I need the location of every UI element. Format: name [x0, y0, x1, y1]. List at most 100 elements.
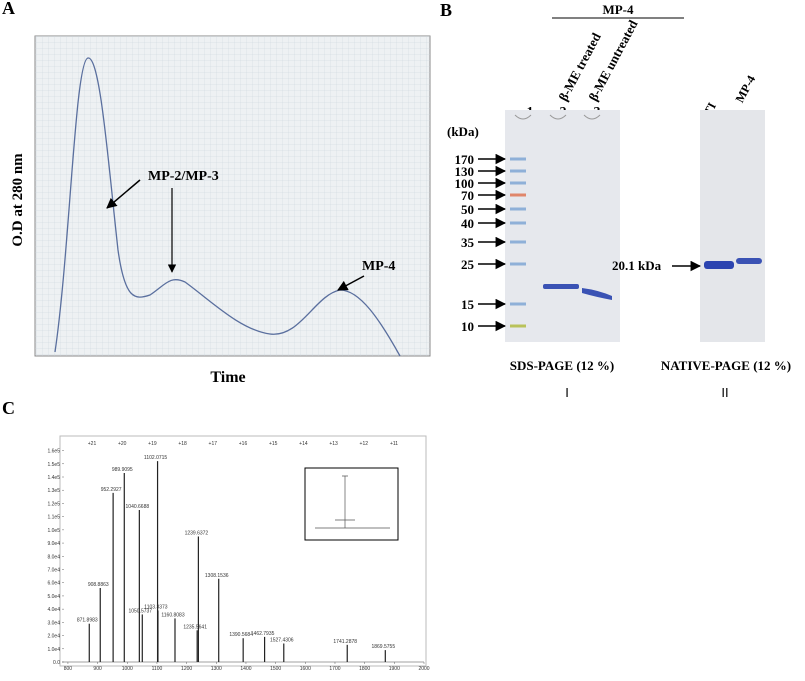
- x-tick-label: 1600: [300, 666, 311, 672]
- y-tick-label: 1.6e5: [47, 449, 60, 455]
- charge-label: +11: [390, 441, 398, 447]
- charge-label: +18: [178, 441, 187, 447]
- peak-label: 1040.6688: [126, 504, 150, 510]
- marker-label: 70: [461, 188, 474, 203]
- arrow: [106, 179, 141, 209]
- y-tick-label: 7.0e4: [47, 568, 60, 574]
- peak-label: MP-2/MP-3: [148, 169, 219, 184]
- protein-band: [543, 284, 579, 289]
- x-tick-label: 1400: [240, 666, 251, 672]
- x-tick-label: 1000: [122, 666, 133, 672]
- inset-trace: [315, 475, 390, 529]
- roman-label: II: [721, 385, 728, 400]
- y-tick-label: 1.5e5: [47, 462, 60, 468]
- x-tick-label: 1900: [389, 666, 400, 672]
- peak-label: 1462.7935: [251, 631, 275, 637]
- charge-label: +12: [360, 441, 369, 447]
- charge-label: +13: [329, 441, 338, 447]
- native-gel: [700, 110, 765, 342]
- panel-letter: C: [2, 398, 15, 418]
- marker-label: 130: [455, 164, 475, 179]
- charge-label: +19: [148, 441, 157, 447]
- peak-label: 1741.2878: [333, 639, 357, 645]
- charge-label: +14: [299, 441, 308, 447]
- ladder-band: [510, 169, 526, 173]
- marker-label: 15: [461, 297, 475, 312]
- x-tick-label: 1300: [211, 666, 222, 672]
- y-tick-label: 1.3e5: [47, 488, 60, 494]
- y-tick-label: 8.0e4: [47, 554, 60, 560]
- x-tick-label: 1700: [329, 666, 340, 672]
- peak-label: 1390.5684: [229, 632, 253, 638]
- charge-label: +21: [88, 441, 97, 447]
- group-label: MP-4: [602, 2, 634, 17]
- peak-label: 952.2927: [101, 487, 122, 493]
- protein-band: [736, 258, 762, 264]
- charge-label: +16: [239, 441, 248, 447]
- x-tick-label: 1200: [181, 666, 192, 672]
- ladder-band: [510, 181, 526, 185]
- lane-title: β-ME untreated: [585, 17, 641, 104]
- ladder-band: [510, 207, 526, 211]
- ladder-band: [510, 157, 526, 161]
- protein-band: [704, 261, 734, 269]
- x-tick-label: 1800: [359, 666, 370, 672]
- y-tick-label: 1.4e5: [47, 475, 60, 481]
- y-tick-label: 3.0e4: [47, 620, 60, 626]
- marker-label: 10: [461, 319, 474, 334]
- x-axis-label: Time: [210, 369, 245, 386]
- peak-label: 1160.8083: [161, 612, 184, 618]
- inset: [304, 467, 399, 541]
- charge-label: +15: [269, 441, 278, 447]
- roman-label: I: [565, 385, 569, 400]
- y-tick-label: 9.0e4: [47, 541, 60, 547]
- chromatogram-trace: [54, 57, 401, 357]
- ladder-band: [510, 221, 526, 225]
- y-axis-label: O.D at 280 nm: [10, 153, 26, 247]
- y-tick-label: 6.0e4: [47, 581, 60, 587]
- y-tick-label: 1.1e5: [47, 515, 60, 521]
- sds-gel: [505, 110, 620, 342]
- gel-caption: SDS-PAGE (12 %): [510, 358, 614, 373]
- y-tick-label: 2.0e4: [47, 634, 60, 640]
- marker-label: 100: [455, 176, 475, 191]
- y-tick-label: 5.0e4: [47, 594, 60, 600]
- peak-label: 1239.6372: [185, 530, 209, 536]
- x-tick-label: 2000: [418, 666, 429, 672]
- ladder-band: [510, 324, 526, 328]
- panel-letter: A: [2, 0, 15, 18]
- y-tick-label: 1.0e5: [47, 528, 60, 534]
- peak-label: 1308.1536: [205, 573, 229, 579]
- y-tick-label: 1.2e5: [47, 501, 60, 507]
- peak-label: 1102.0715: [144, 455, 167, 461]
- native-marker: 20.1 kDa: [612, 258, 662, 273]
- peak-label: 1527.4306: [270, 638, 294, 644]
- gel-wells: [514, 114, 601, 120]
- peak-label: 871.8983: [77, 618, 98, 624]
- charge-label: +17: [209, 441, 218, 447]
- marker-label: 25: [461, 257, 475, 272]
- marker-label: 40: [461, 216, 474, 231]
- lane-title: MP-4: [732, 73, 758, 105]
- charge-label: +20: [118, 441, 127, 447]
- x-tick-label: 1100: [152, 666, 163, 672]
- ladder-band: [510, 240, 526, 244]
- x-tick-label: 1500: [270, 666, 281, 672]
- x-tick-label: 800: [64, 666, 73, 672]
- protein-band: [582, 288, 612, 300]
- peak-label: 1050.5737: [128, 608, 152, 614]
- x-tick-label: 900: [93, 666, 102, 672]
- ladder-band: [510, 262, 526, 266]
- grid-pattern: [35, 36, 430, 356]
- peak-label: 1103.3373: [144, 604, 167, 610]
- marker-label: 170: [455, 152, 475, 167]
- peak-label: 989.9095: [112, 467, 133, 473]
- ladder-band: [510, 193, 526, 197]
- y-tick-label: 1.0e4: [47, 647, 60, 653]
- peak-label: 1869.5755: [371, 644, 395, 650]
- arrow: [337, 275, 365, 291]
- y-tick-label: 4.0e4: [47, 607, 60, 613]
- marker-label: 50: [461, 202, 474, 217]
- marker-label: 35: [461, 235, 475, 250]
